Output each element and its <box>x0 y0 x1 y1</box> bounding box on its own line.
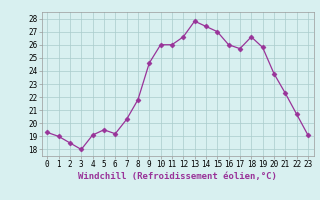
X-axis label: Windchill (Refroidissement éolien,°C): Windchill (Refroidissement éolien,°C) <box>78 172 277 181</box>
